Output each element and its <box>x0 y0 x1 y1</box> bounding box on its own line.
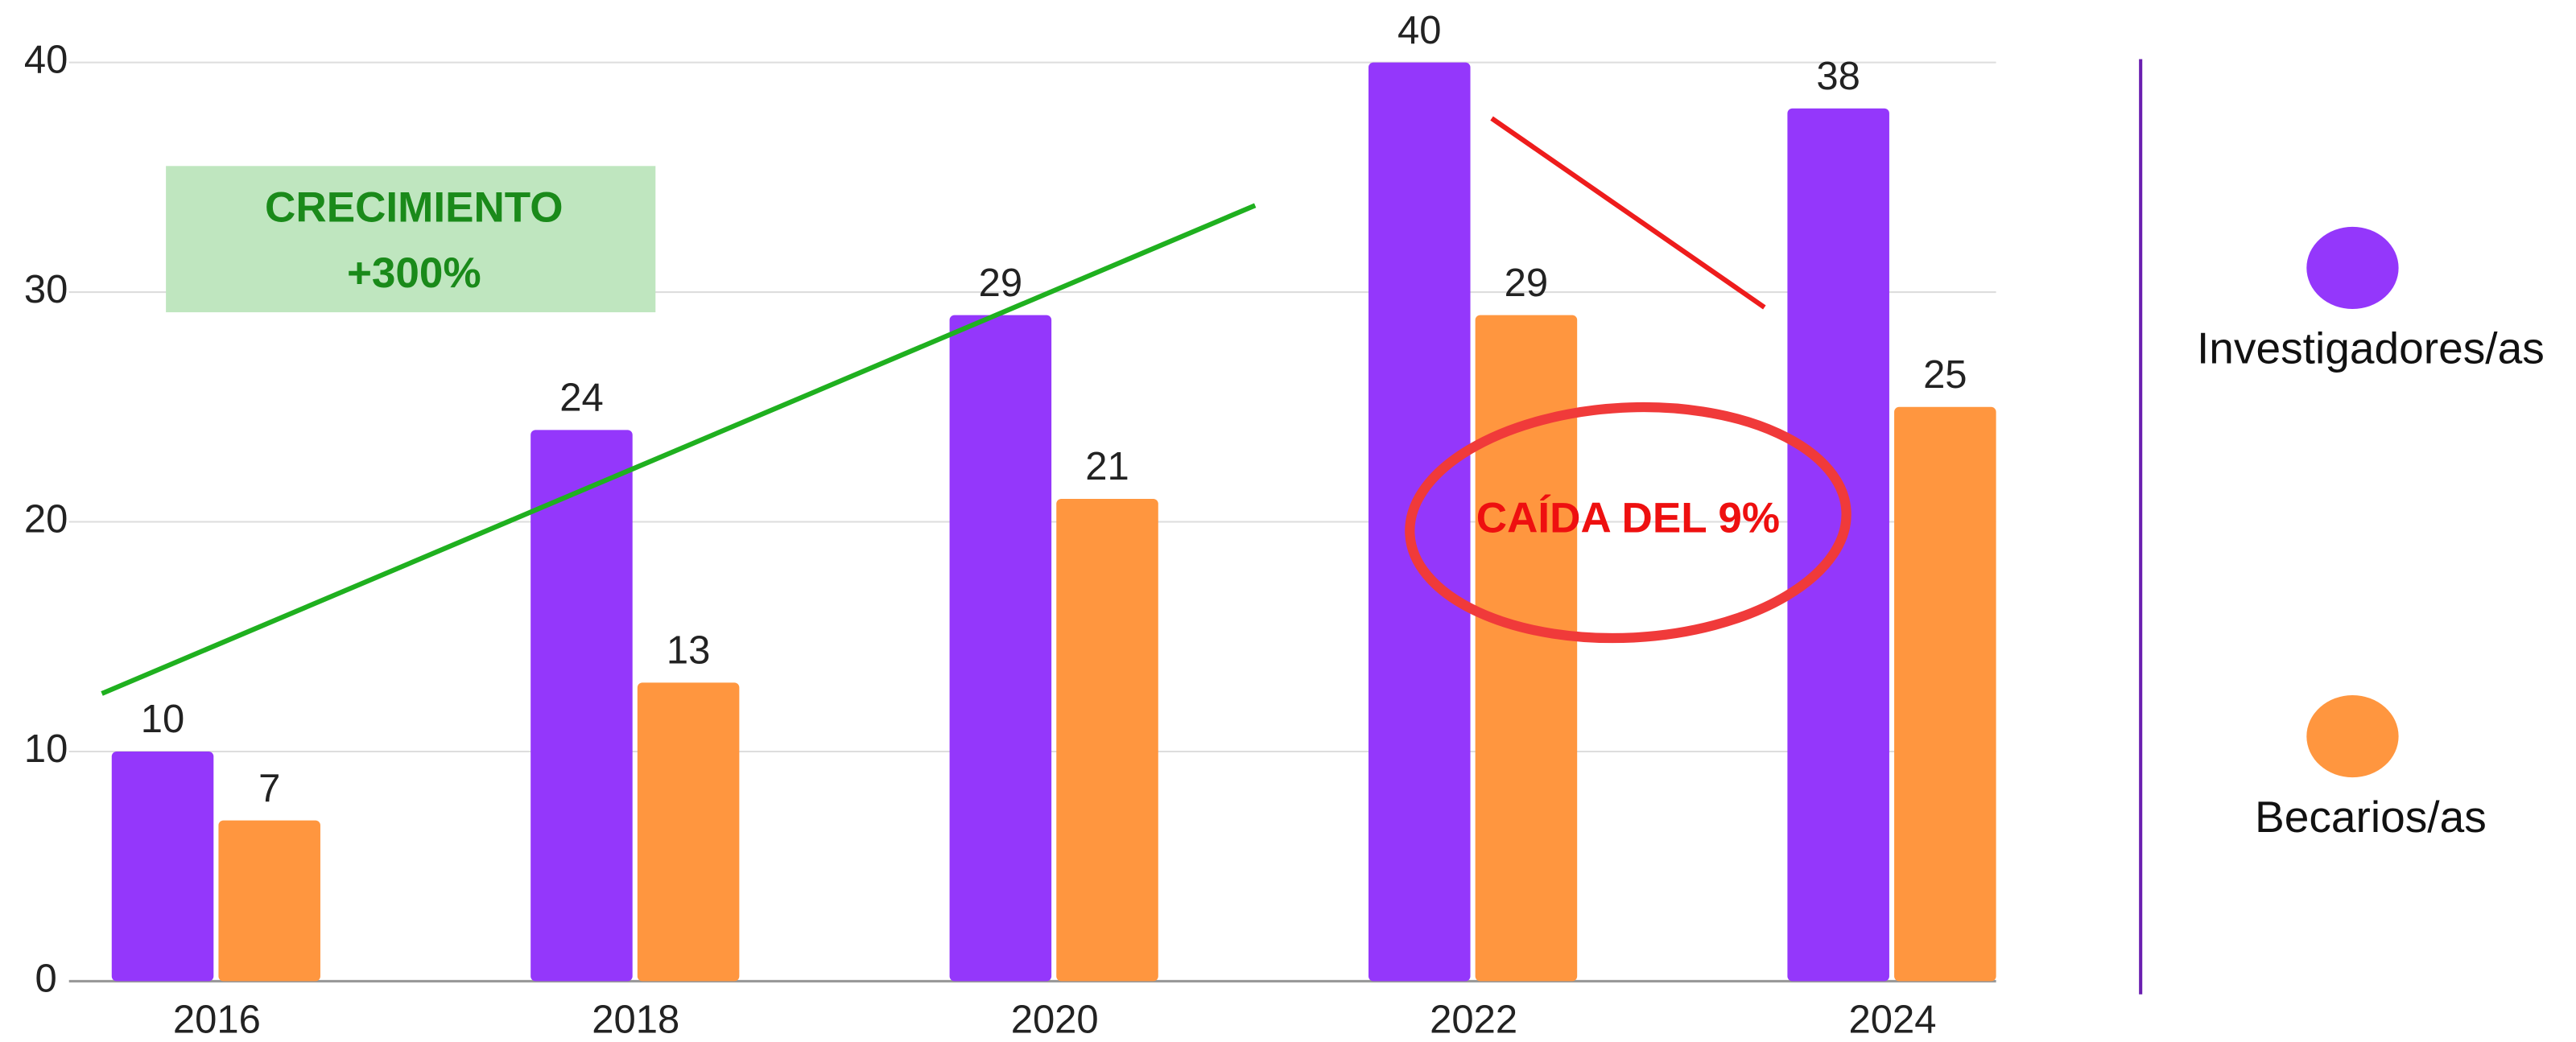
legend-label: Investigadores/as <box>2197 323 2545 373</box>
legend-swatch <box>2306 226 2399 310</box>
value-label: 21 <box>1085 445 1129 488</box>
bar <box>1894 406 1996 982</box>
x-tick-label: 2022 <box>1430 998 1517 1041</box>
trend-line <box>101 203 1257 696</box>
value-label: 10 <box>141 698 184 741</box>
drop-line <box>1490 116 1766 310</box>
value-label: 38 <box>1816 55 1860 98</box>
annotation: +300% <box>347 249 481 297</box>
value-label: 24 <box>559 376 603 419</box>
bar <box>218 820 320 982</box>
annotation: CRECIMIENTO <box>265 183 563 231</box>
legend-swatch <box>2306 695 2399 778</box>
value-label: 29 <box>1505 262 1548 305</box>
bar <box>1056 498 1158 982</box>
bar <box>1368 62 1471 982</box>
y-tick-label: 40 <box>24 39 68 82</box>
value-label: 13 <box>667 628 710 672</box>
growth-box <box>166 166 656 313</box>
annotation: CAÍDA DEL 9% <box>1476 494 1780 542</box>
y-tick-label: 0 <box>35 957 57 1000</box>
y-tick-label: 10 <box>24 727 68 771</box>
y-tick-label: 20 <box>24 497 68 541</box>
y-tick-label: 30 <box>24 268 68 311</box>
legend-label: Becarios/as <box>2255 792 2487 842</box>
x-tick-label: 2018 <box>592 998 679 1041</box>
x-tick-label: 2020 <box>1011 998 1099 1041</box>
bar <box>637 682 740 982</box>
value-label: 25 <box>1923 353 1967 397</box>
highlight-circle <box>1405 402 1852 644</box>
bar <box>111 751 214 982</box>
x-tick-label: 2024 <box>1849 998 1937 1041</box>
value-label: 40 <box>1397 9 1441 52</box>
value-label: 29 <box>979 262 1022 305</box>
bar <box>1475 315 1578 982</box>
x-tick-label: 2016 <box>173 998 261 1041</box>
value-label: 7 <box>258 767 280 810</box>
bar <box>949 315 1052 982</box>
bar <box>530 430 633 982</box>
